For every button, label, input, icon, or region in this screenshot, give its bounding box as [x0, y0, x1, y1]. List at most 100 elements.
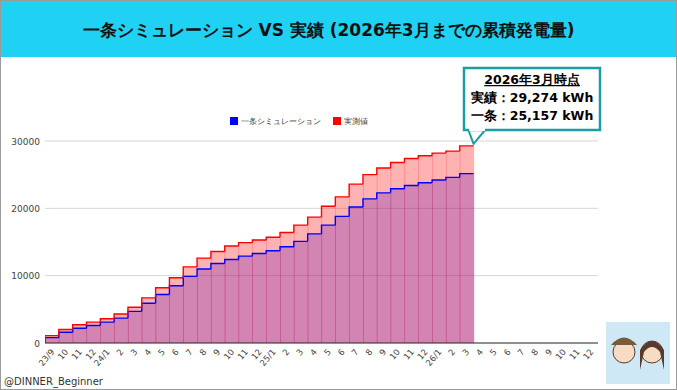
- x-tick-label: 5: [156, 347, 167, 358]
- line-step: [322, 225, 336, 234]
- callout-joint: [469, 127, 485, 131]
- line-step: [280, 247, 294, 251]
- line-step: [225, 246, 239, 251]
- x-tick-label: 5: [322, 347, 333, 358]
- x-tick-label: 6: [336, 347, 347, 358]
- line-step: [169, 278, 183, 288]
- x-tick-label: 10: [222, 347, 237, 362]
- line-step: [252, 253, 266, 256]
- line-step: [280, 233, 294, 238]
- y-tick-label: 10000: [11, 271, 40, 281]
- line-step: [100, 322, 114, 325]
- x-tick-label: 3: [128, 347, 139, 358]
- line-step: [197, 258, 211, 267]
- x-tick-label: 12: [581, 347, 596, 362]
- x-tick-label: 23/9: [37, 347, 57, 368]
- line-step: [391, 189, 405, 193]
- line-step: [45, 336, 59, 343]
- legend-label: 実測値: [344, 117, 368, 126]
- area-step: [446, 151, 460, 343]
- mascot-bg: [606, 322, 670, 384]
- x-tick-label: 11: [401, 347, 416, 362]
- line-step: [266, 251, 280, 254]
- title-bar: [1, 1, 676, 57]
- area-step: [100, 319, 114, 343]
- y-tick-label: 0: [34, 339, 40, 349]
- callout-line: 実績：29,274 kWh: [470, 90, 594, 105]
- area-step: [59, 330, 73, 343]
- x-tick-label: 11: [69, 347, 84, 362]
- callout-box: [464, 68, 600, 130]
- line-step: [404, 185, 418, 188]
- grid-line: [45, 141, 598, 142]
- line-step: [335, 216, 349, 225]
- x-tick-label: 6: [170, 347, 181, 358]
- line-step: [363, 199, 377, 207]
- area-step: [183, 267, 197, 343]
- mascot: [606, 322, 670, 384]
- line-step: [418, 156, 432, 159]
- area-step: [377, 168, 391, 343]
- x-tick-label: 26/1: [424, 347, 444, 368]
- x-tick-label: 10: [56, 347, 71, 362]
- x-tick-label: 5: [488, 347, 499, 358]
- area-step: [156, 288, 170, 343]
- grid-line: [45, 343, 598, 344]
- line-step: [432, 180, 446, 183]
- area-step: [432, 153, 446, 343]
- line-step: [197, 269, 211, 276]
- x-tick-label: 8: [363, 347, 374, 358]
- x-tick-label: 7: [515, 347, 526, 358]
- line-step: [59, 332, 73, 337]
- line-step: [391, 163, 405, 168]
- area-step: [391, 163, 405, 343]
- mascot-hat: [611, 338, 637, 346]
- callout: 2026年3月時点実績：29,274 kWh一条：25,157 kWh: [464, 68, 600, 144]
- legend: 一条シミュレーション実測値: [230, 117, 368, 126]
- area-step: [45, 336, 59, 343]
- area-step: [169, 278, 183, 343]
- line-step: [45, 338, 59, 343]
- legend-swatch: [230, 117, 238, 125]
- line-step: [308, 217, 322, 225]
- line-step: [142, 298, 156, 307]
- area-step: [73, 325, 87, 343]
- x-axis: [45, 343, 598, 344]
- line-step: [225, 260, 239, 264]
- line-step: [86, 325, 100, 328]
- x-tick-label: 11: [567, 347, 582, 362]
- area-step: [86, 322, 100, 343]
- area-step: [128, 307, 142, 343]
- line-step: [460, 174, 474, 178]
- x-tick-label: 9: [211, 347, 222, 358]
- area-step: [114, 314, 128, 343]
- area-step: [460, 146, 474, 343]
- line-step: [252, 240, 266, 243]
- area-step: [266, 237, 280, 343]
- marks: [45, 146, 474, 343]
- area-step: [363, 175, 377, 343]
- line-step: [100, 319, 114, 322]
- x-tick-label: 10: [387, 347, 402, 362]
- x-tick-label: 3: [460, 347, 471, 358]
- callout-line: 一条：25,157 kWh: [471, 108, 594, 123]
- x-tick-label: 9: [377, 347, 388, 358]
- area-step: [142, 298, 156, 343]
- legend-swatch: [333, 117, 341, 125]
- grid: 0100002000030000: [11, 137, 598, 349]
- line-step: [86, 322, 100, 325]
- line-step: [308, 234, 322, 241]
- area-step: [322, 206, 336, 343]
- x-tick-label: 2: [114, 347, 125, 358]
- x-tick-label: 2: [446, 347, 457, 358]
- y-tick-label: 20000: [11, 204, 40, 214]
- credit: @DINNER_Beginner: [4, 376, 104, 388]
- line-step: [446, 177, 460, 180]
- line-step: [239, 243, 253, 246]
- line-step: [114, 318, 128, 322]
- line-step: [404, 159, 418, 163]
- line-step: [294, 241, 308, 246]
- x-tick-label: 8: [197, 347, 208, 358]
- chart-svg: 一条シミュレーション VS 実績 (2026年3月までの累積発電量)010000…: [0, 0, 677, 390]
- line-step: [418, 183, 432, 186]
